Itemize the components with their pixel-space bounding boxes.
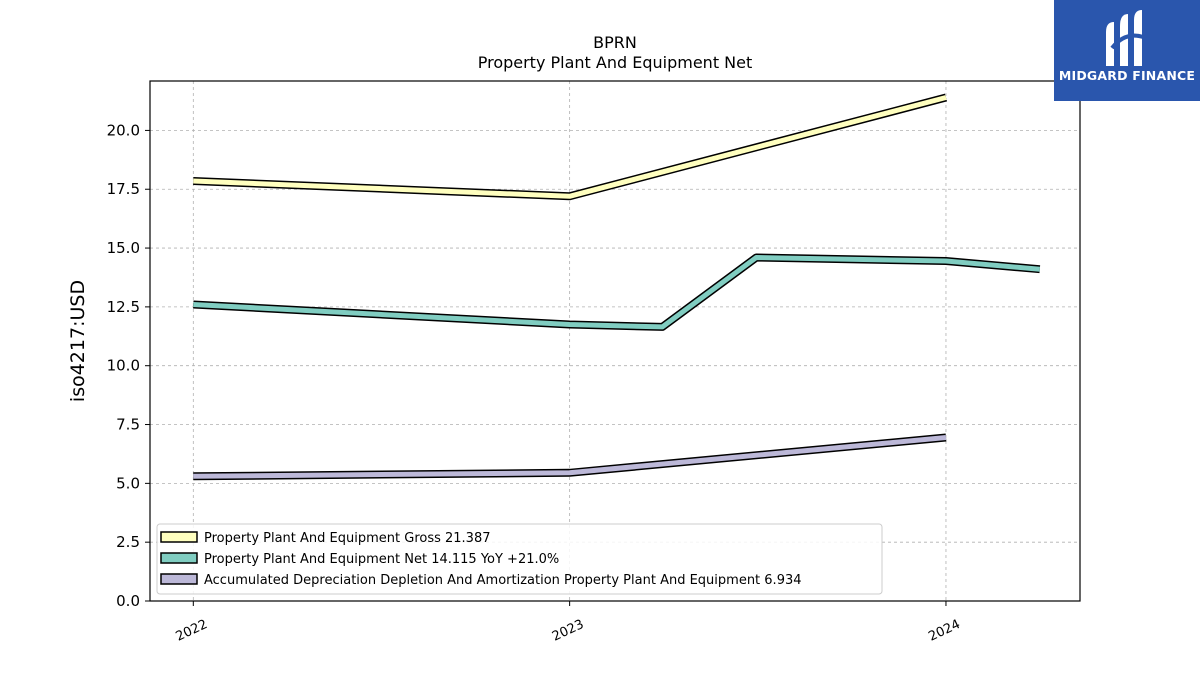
- series-line: [193, 255, 1041, 330]
- series-line: [193, 435, 947, 479]
- legend-entry: Property Plant And Equipment Gross 21.38…: [204, 531, 491, 546]
- x-tick-label: 2023: [550, 617, 586, 645]
- y-tick-label: 12.5: [107, 298, 140, 316]
- grid: [150, 81, 1080, 602]
- y-tick-label: 10.0: [107, 357, 140, 375]
- legend-swatch: [160, 531, 198, 543]
- logo-text: MIDGARD FINANCE: [1058, 68, 1196, 83]
- y-tick-label: 20.0: [107, 121, 140, 139]
- legend-swatch: [160, 552, 198, 564]
- x-tick-label: 2022: [174, 617, 210, 645]
- y-axis-label: iso4217:USD: [67, 280, 89, 402]
- midgard-finance-logo: MIDGARD FINANCE: [1054, 0, 1200, 101]
- logo-mark-icon: [1106, 10, 1147, 66]
- series-line: [193, 95, 947, 199]
- chart-subtitle: Property Plant And Equipment Net: [478, 53, 753, 72]
- y-tick-label: 17.5: [107, 180, 140, 198]
- series-layer: [193, 93, 1041, 481]
- series-line-outline: [193, 253, 1041, 331]
- y-tick-label: 2.5: [116, 533, 140, 551]
- y-tick-label: 5.0: [116, 474, 140, 492]
- x-tick-label: 2024: [926, 617, 962, 645]
- y-tick-label: 0.0: [116, 592, 140, 610]
- legend-entry: Property Plant And Equipment Net 14.115 …: [204, 552, 559, 567]
- chart-title: BPRN: [593, 33, 637, 52]
- legend-swatch: [160, 573, 198, 585]
- y-tick-label: 15.0: [107, 239, 140, 257]
- plot-frame: [149, 80, 1081, 602]
- legend-entry: Accumulated Depreciation Depletion And A…: [204, 573, 802, 588]
- legend-box: [156, 523, 883, 595]
- legend: Property Plant And Equipment Gross 21.38…: [156, 523, 883, 595]
- y-tick-label: 7.5: [116, 416, 140, 434]
